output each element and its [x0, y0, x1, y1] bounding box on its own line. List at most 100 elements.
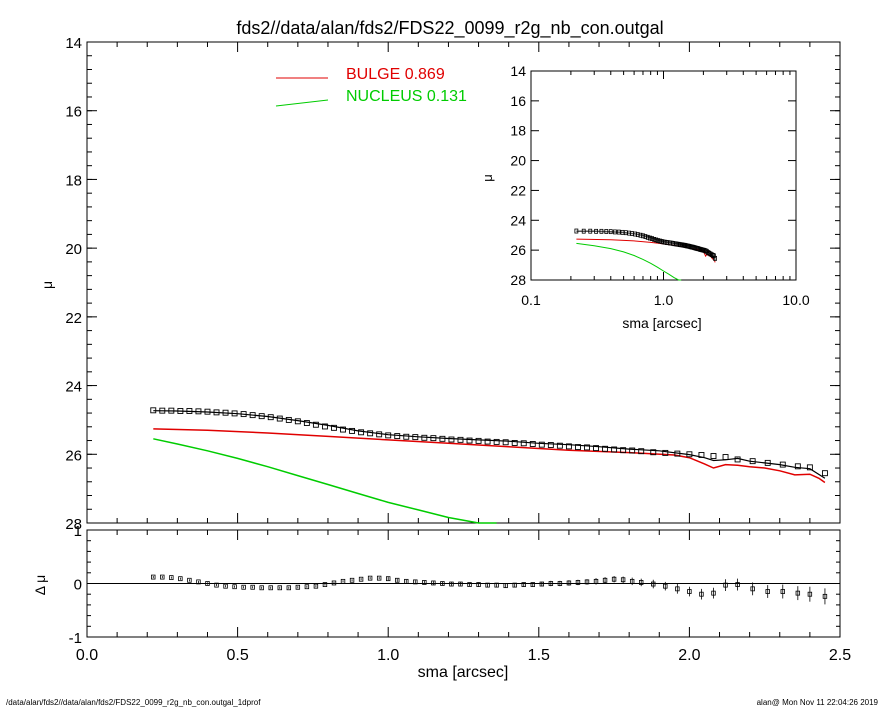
inset-x-tick-label: 0.1 [521, 292, 541, 308]
data-point [484, 438, 491, 445]
residual-point [735, 582, 740, 587]
legend-swatch [275, 99, 329, 107]
inset-panel: 14 16 18 20 22 24 26 28 0.1 1.0 10.0 μ sma [arcsec… [480, 63, 810, 331]
data-point [722, 454, 729, 460]
residual-point [639, 580, 644, 585]
data-point [686, 451, 693, 458]
data-point [806, 464, 813, 471]
residual-point [313, 583, 319, 589]
residual-point [575, 580, 581, 585]
data-point [764, 459, 771, 466]
data-point [213, 409, 220, 416]
residual-point [331, 580, 337, 586]
inset-y-tick-label: 22 [510, 182, 526, 198]
main-points [150, 407, 828, 477]
data-point [159, 407, 166, 414]
data-point [779, 461, 786, 468]
residual-point [395, 577, 400, 583]
inset-data-point [604, 229, 609, 234]
residual-point [467, 582, 472, 587]
data-point [520, 440, 527, 447]
residual-point [822, 593, 828, 599]
residual-point [404, 578, 409, 584]
residual-point [629, 578, 635, 584]
data-point [698, 452, 705, 458]
data-point [629, 447, 636, 454]
nucleus-line [153, 438, 497, 524]
data-point [439, 435, 446, 442]
data-point [794, 463, 801, 470]
data-point [493, 438, 500, 445]
residual-point [503, 583, 508, 589]
main-y-tick-label: 16 [65, 104, 82, 121]
main-y-tick-label: 14 [65, 35, 82, 52]
model-line [153, 410, 826, 479]
residual-point [268, 585, 273, 591]
residual-axes: 1 0 -10.0 0.5 1.0 1.5 2.0 2.5 [69, 523, 852, 664]
residual-point [422, 580, 427, 585]
inset-lines [574, 228, 717, 281]
data-point [231, 410, 238, 417]
data-point [529, 441, 536, 447]
inset-y-axis-label: μ [480, 174, 495, 182]
main-y-axis-label: μ [39, 281, 55, 289]
footer-timestamp: alan@ Mon Nov 11 22:04:26 2019 [757, 698, 879, 707]
inset-data-point [613, 229, 617, 235]
x-tick-label: 2.5 [829, 647, 851, 664]
data-point [430, 435, 437, 442]
residual-point [651, 581, 656, 587]
data-point [674, 450, 681, 457]
data-point [249, 412, 256, 419]
residual-point [593, 578, 599, 584]
residual-point [584, 579, 590, 585]
residual-point [304, 584, 310, 590]
data-point [749, 458, 756, 465]
inset-nucleus-line [576, 242, 682, 281]
main-y-tick-label: 24 [65, 379, 82, 396]
residual-point [711, 590, 716, 596]
inset-y-tick-label: 20 [510, 153, 526, 169]
inset-data-point [648, 235, 652, 241]
data-point [584, 444, 590, 451]
residual-point [322, 582, 328, 587]
residual-point [250, 584, 255, 590]
main-y-tick-label: 22 [65, 310, 82, 327]
residual-point [385, 576, 391, 582]
x-tick-label: 1.5 [528, 647, 550, 664]
main-y-tick-label: 20 [65, 241, 82, 258]
inset-data-point [654, 237, 659, 243]
residual-y-tick-label: -1 [69, 630, 82, 647]
legend: BULGE 0.869 NUCLEUS 0.131 [275, 66, 467, 107]
residual-point [277, 585, 282, 591]
residual-point [187, 577, 192, 583]
data-point [186, 408, 193, 414]
inset-x-tick-label: 1.0 [654, 292, 674, 308]
data-point [556, 442, 563, 449]
residual-point [512, 582, 517, 588]
data-point [168, 407, 175, 414]
residual-point [196, 579, 201, 585]
x-tick-label: 2.0 [678, 647, 700, 664]
footer-file-path: /data/alan/fds2//data/alan/fds2/FDS22_00… [6, 698, 261, 707]
residual-point [358, 576, 364, 582]
data-point [177, 408, 184, 414]
residual-point [340, 578, 346, 584]
inset-data-point [588, 228, 593, 234]
main-y-axis: 14 16 18 20 22 24 26 28 [65, 35, 841, 533]
inset-y-tick-label: 18 [510, 123, 526, 139]
residual-points [151, 574, 828, 605]
inset-data-point [616, 229, 621, 235]
residual-point [485, 582, 490, 588]
data-point [195, 408, 202, 415]
data-point [511, 439, 518, 446]
residual-point [259, 585, 264, 591]
data-point [331, 424, 337, 431]
data-point [367, 430, 374, 437]
data-point [602, 445, 609, 452]
main-plot-frame [86, 41, 841, 524]
data-point [267, 414, 274, 421]
data-point [358, 429, 365, 436]
residual-point [780, 589, 785, 594]
residual-point [566, 580, 572, 586]
